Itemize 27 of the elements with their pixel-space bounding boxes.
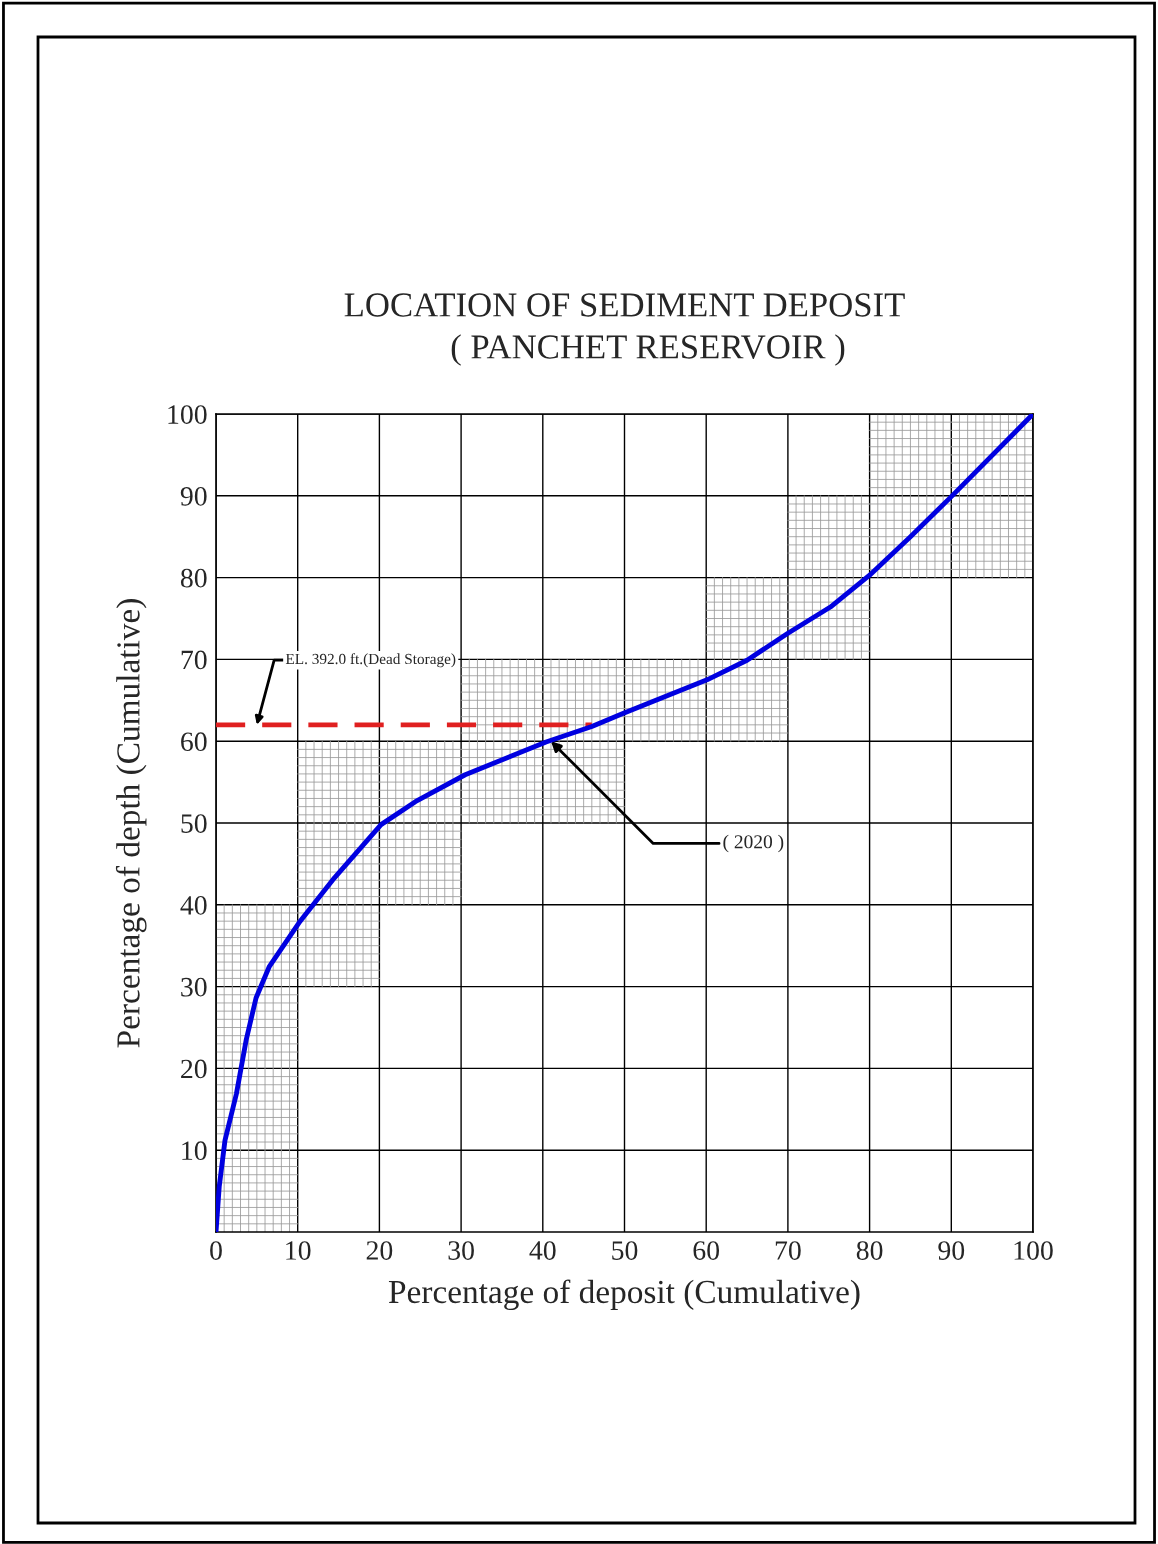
x-tick-label: 50	[612, 1241, 638, 1260]
x-tick-label: 20	[366, 1241, 393, 1260]
x-tick-label: 0	[210, 1241, 222, 1260]
y-tick-label: 70	[181, 650, 207, 670]
x-axis-title: Percentage of deposit (Cumulative)	[388, 1279, 860, 1311]
y-tick-label: 100	[168, 405, 207, 424]
y-tick-label: 30	[181, 977, 207, 997]
x-tick-label: 70	[775, 1241, 801, 1260]
x-tick-label: 90	[938, 1241, 965, 1260]
y-tick-label: 20	[181, 1059, 207, 1079]
y-axis-title: Percentage of depth (Cumulative)	[115, 599, 147, 1048]
x-tick-label: 60	[693, 1241, 720, 1260]
chart-title: LOCATION OF SEDIMENT DEPOSIT	[344, 293, 905, 317]
x-tick-label: 80	[856, 1241, 883, 1260]
annotation: EL. 392.0 ft.(Dead Storage)	[285, 653, 456, 668]
y-tick-label: 40	[180, 895, 207, 915]
y-tick-label: 80	[180, 568, 207, 588]
y-tick-label: 60	[181, 732, 207, 752]
chart-subtitle: ( PANCHET RESERVOIR )	[451, 334, 845, 366]
y-tick-label: 50	[181, 814, 207, 833]
y-tick-label: 10	[182, 1141, 207, 1161]
x-tick-label: 30	[448, 1241, 474, 1260]
y-tick-label: 90	[180, 486, 207, 506]
annotation: ( 2020 )	[723, 834, 784, 853]
x-tick-label: 100	[1014, 1241, 1053, 1260]
x-tick-label: 10	[286, 1241, 311, 1260]
x-tick-label: 40	[529, 1241, 556, 1260]
